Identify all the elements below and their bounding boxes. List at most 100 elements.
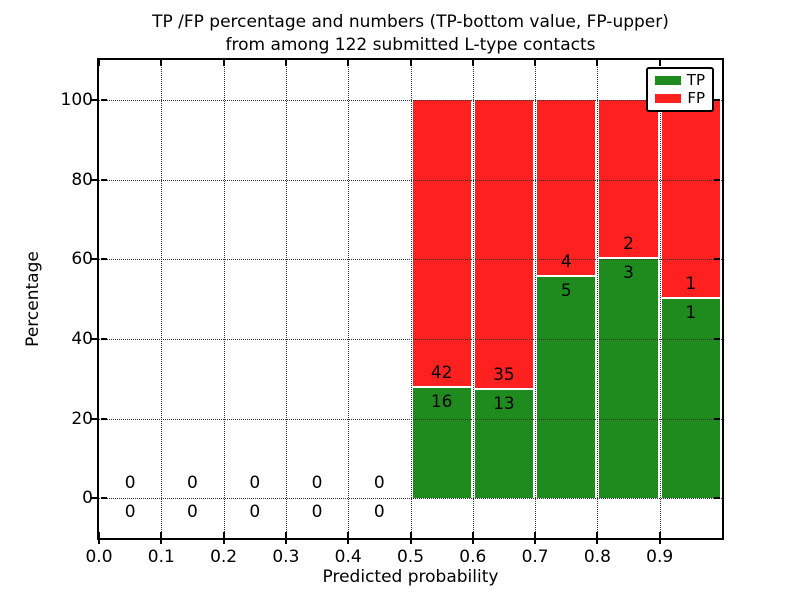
x-tick-mark-top — [160, 60, 163, 66]
x-tick-mark-in — [160, 532, 163, 538]
x-tick-mark — [409, 538, 412, 544]
x-axis-label: Predicted probability — [322, 567, 499, 587]
fp-count-label: 0 — [373, 473, 385, 494]
bar-fp-segment — [412, 99, 471, 387]
fp-count-label: 0 — [187, 473, 198, 494]
x-tick-mark-in — [98, 532, 100, 538]
v-gridline — [410, 60, 412, 538]
x-tick-label: 0.7 — [521, 547, 549, 567]
x-tick-mark-top — [596, 60, 599, 66]
bar-tp-segment — [412, 388, 471, 499]
tp-count-label: 3 — [623, 263, 634, 284]
legend-item-tp: TP — [655, 72, 705, 88]
y-tick-mark-in — [101, 497, 107, 500]
fp-count-label: 0 — [249, 473, 261, 494]
x-tick-mark-in — [534, 532, 537, 538]
x-tick-mark-in — [347, 532, 350, 538]
y-tick-label: 0 — [82, 488, 93, 509]
x-tick-label: 0.2 — [210, 547, 238, 567]
x-tick-mark — [284, 538, 287, 544]
chart-title: TP /FP percentage and numbers (TP-bottom… — [99, 11, 722, 57]
x-tick-label: 0.3 — [272, 547, 300, 567]
x-tick-mark-in — [284, 532, 287, 538]
y-tick-mark — [91, 337, 97, 340]
x-tick-mark — [160, 538, 163, 544]
x-tick-mark-top — [534, 60, 537, 66]
fp-count-label: 42 — [430, 363, 453, 384]
x-tick-mark-in — [658, 532, 661, 538]
fp-color-swatch — [655, 94, 681, 104]
v-gridline — [597, 60, 599, 538]
y-tick-mark-right — [714, 497, 720, 500]
x-tick-mark — [596, 538, 599, 544]
tp-count-label: 0 — [249, 502, 261, 523]
y-tick-label: 60 — [71, 249, 93, 270]
bar-fp-segment — [537, 99, 596, 275]
tp-count-label: 0 — [311, 502, 323, 523]
x-tick-mark-top — [658, 60, 661, 66]
x-tick-mark-in — [222, 532, 225, 538]
bar-tp-segment — [474, 390, 534, 499]
x-tick-label: 0.6 — [459, 547, 487, 567]
y-tick-label: 80 — [71, 169, 93, 190]
y-tick-label: 100 — [60, 89, 93, 110]
x-tick-label: 0.0 — [85, 547, 113, 567]
y-tick-label: 40 — [71, 328, 93, 349]
x-tick-mark — [471, 538, 474, 544]
y-tick-label: 20 — [71, 408, 93, 429]
v-gridline — [161, 60, 163, 538]
x-tick-mark — [658, 538, 661, 544]
y-tick-mark-right — [714, 417, 720, 420]
fp-count-label: 35 — [493, 365, 515, 386]
y-tick-mark — [91, 497, 97, 500]
y-tick-mark-right — [714, 258, 720, 261]
v-gridline — [285, 60, 287, 538]
y-tick-mark-right — [714, 178, 720, 181]
fp-count-label: 2 — [623, 234, 634, 255]
tp-count-label: 0 — [187, 502, 198, 523]
tp-count-label: 16 — [430, 392, 453, 413]
y-tick-mark-right — [714, 337, 720, 340]
x-tick-mark-in — [596, 532, 599, 538]
fp-count-label: 0 — [124, 473, 136, 494]
chart-title-line2: from among 122 submitted L-type contacts — [225, 35, 596, 55]
bar-tp-segment — [599, 259, 658, 499]
x-tick-label: 0.1 — [147, 547, 175, 567]
x-tick-mark-top — [471, 60, 474, 66]
bar-tp-segment — [661, 299, 720, 499]
tp-color-swatch — [655, 75, 681, 85]
y-tick-mark-in — [101, 417, 107, 420]
v-gridline — [348, 60, 350, 538]
x-tick-mark-top — [284, 60, 287, 66]
fp-count-label: 4 — [560, 251, 572, 272]
tp-count-label: 0 — [373, 502, 385, 523]
v-gridline — [223, 60, 225, 538]
x-tick-mark-top — [98, 60, 100, 66]
tp-count-label: 1 — [685, 303, 697, 323]
bar-fp-segment — [599, 99, 658, 258]
x-tick-label: 0.5 — [396, 547, 425, 567]
x-tick-mark — [98, 538, 100, 544]
x-tick-label: 0.4 — [334, 547, 362, 567]
bar-fp-segment — [661, 99, 720, 297]
x-tick-mark-top — [409, 60, 412, 66]
x-tick-mark — [222, 538, 225, 544]
y-tick-mark — [91, 258, 97, 261]
x-tick-mark — [534, 538, 537, 544]
tp-count-label: 0 — [124, 502, 136, 523]
x-tick-mark — [347, 538, 350, 544]
y-tick-mark — [91, 417, 97, 420]
y-tick-mark — [91, 178, 97, 181]
x-tick-mark-top — [347, 60, 350, 66]
v-gridline — [535, 60, 537, 538]
legend-item-fp: FP — [655, 91, 705, 106]
legend-label-fp: FP — [687, 89, 705, 108]
bar-fp-segment — [474, 99, 534, 389]
y-tick-mark-in — [101, 258, 107, 261]
fp-count-label: 0 — [311, 473, 323, 494]
x-tick-label: 0.9 — [646, 547, 674, 567]
y-tick-mark-in — [101, 98, 107, 101]
y-tick-mark-in — [101, 337, 107, 340]
y-tick-mark-right — [714, 98, 720, 101]
